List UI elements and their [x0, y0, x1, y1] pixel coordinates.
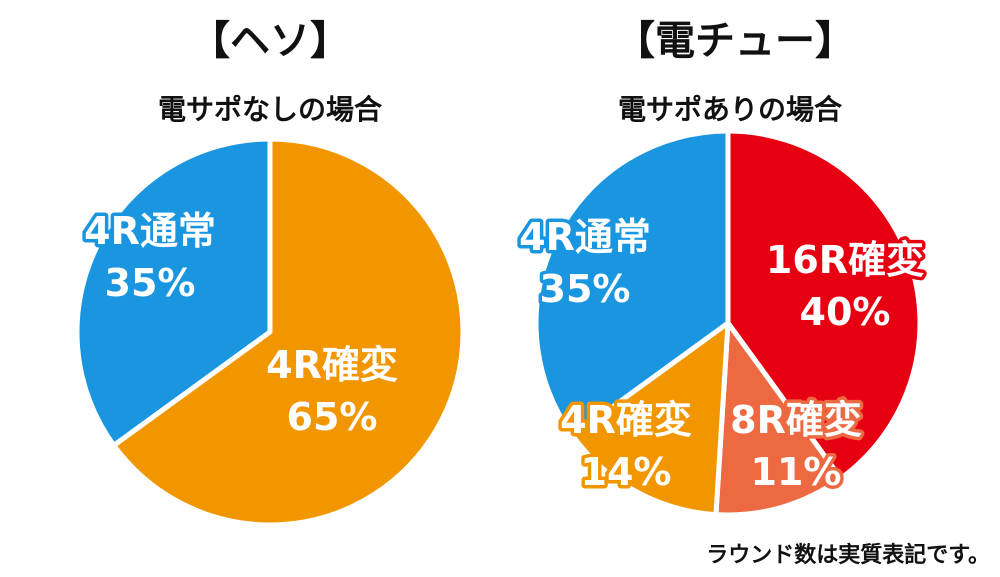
- right-pie-slice-1-label-2: 11%: [751, 450, 842, 494]
- right-pie-slice-0-label-2: 40%: [800, 290, 891, 334]
- right-pie-slice-3: [533, 128, 731, 439]
- right-pie-slice-3-label-1: 4R通常: [519, 215, 651, 259]
- right-chart-subtitle: 電サポありの場合: [617, 93, 842, 126]
- right-chart-title: 【電チュー】: [615, 18, 855, 64]
- right-pie-slice-3-label-2: 35%: [540, 267, 631, 311]
- right-pie-slice-1: [713, 320, 844, 518]
- right-pie-slice-2-label-1: 4R確変: [560, 398, 692, 442]
- right-pie-slice-0-label-1: 16R確変: [766, 238, 924, 282]
- footnote: ラウンド数は実質表記です。: [706, 543, 990, 568]
- right-pie: 16R確変 40% 8R確変 11% 4R確変 14% 4R通常 35%: [516, 128, 928, 518]
- left-pie-slice-1-label-2: 65%: [287, 395, 378, 439]
- left-chart-subtitle: 電サポなしの場合: [157, 93, 382, 126]
- right-pie-slice-2: [570, 320, 731, 518]
- right-pie-slice-1-label-1: 8R確変: [730, 398, 862, 442]
- left-pie-slice-0-label-1: 4R通常: [84, 209, 216, 253]
- right-pie-slice-2-label-2: 14%: [581, 450, 672, 494]
- left-pie-slice-1: [111, 136, 466, 528]
- left-chart-title: 【ヘソ】: [190, 18, 350, 64]
- left-pie-slice-1-label-1: 4R確変: [266, 343, 398, 387]
- right-pie-slice-0: [725, 128, 923, 481]
- left-pie-slice-0-label-2: 35%: [105, 261, 196, 305]
- left-pie: 4R通常 35% 4R確変 65%: [74, 136, 466, 528]
- left-pie-slice-0: [74, 136, 273, 448]
